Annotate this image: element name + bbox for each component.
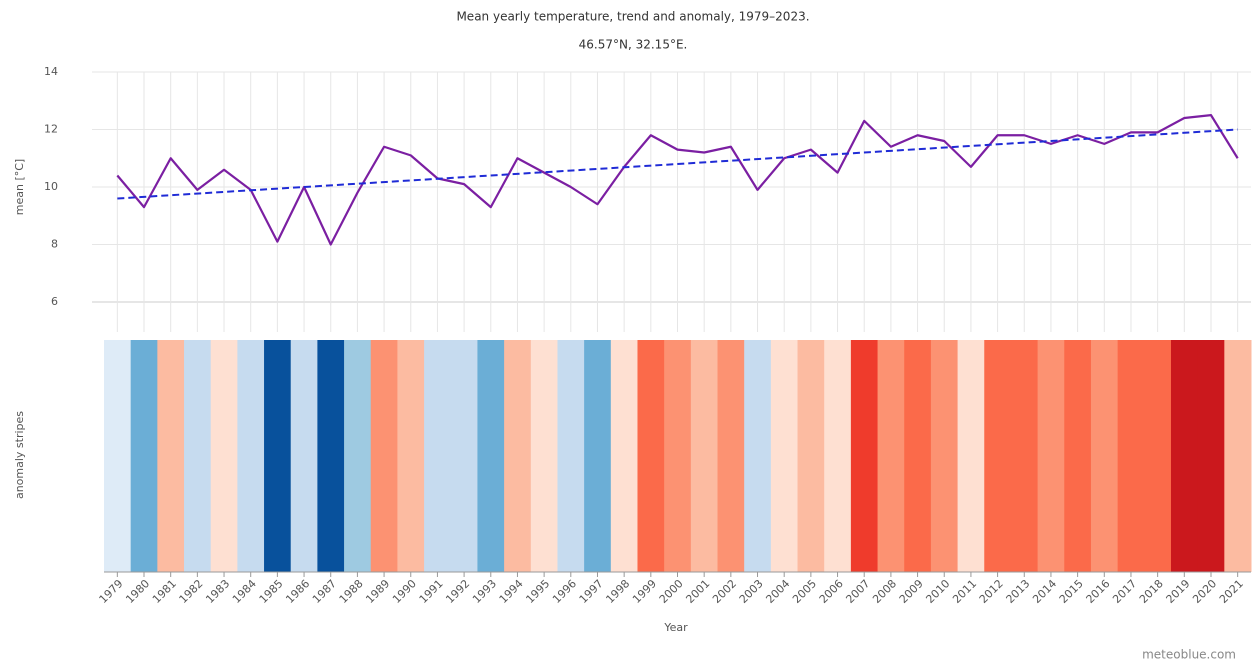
x-tick-label: 2001	[683, 577, 712, 606]
x-tick-label: 2009	[897, 577, 926, 606]
y-tick-label: 12	[44, 123, 58, 136]
x-tick-label: 2012	[977, 577, 1006, 606]
x-tick-label: 2020	[1190, 577, 1219, 606]
anomaly-stripe	[504, 340, 532, 572]
x-tick-label: 2010	[923, 577, 952, 606]
x-tick-label: 2000	[657, 577, 686, 606]
anomaly-stripe	[557, 340, 585, 572]
x-tick-label: 2015	[1057, 577, 1086, 606]
anomaly-stripe	[1170, 340, 1199, 572]
anomaly-stripe	[370, 340, 398, 572]
x-tick-label: 1988	[337, 577, 366, 606]
stripes-label: anomaly stripes	[13, 411, 26, 499]
x-tick-label: 2004	[763, 577, 792, 606]
anomaly-stripe	[717, 340, 745, 572]
y-axis-label: mean [°C]	[13, 159, 26, 215]
x-tick-label: 1994	[497, 577, 526, 606]
anomaly-stripe	[1037, 340, 1065, 572]
x-tick-label: 2002	[710, 577, 739, 606]
x-tick-label: 1982	[177, 577, 206, 606]
x-tick-label: 1984	[230, 577, 259, 606]
x-tick-label: 1986	[283, 577, 312, 606]
chart-title: Mean yearly temperature, trend and anoma…	[456, 10, 809, 24]
trend-line	[117, 128, 1238, 200]
x-tick-label: 1998	[603, 577, 632, 606]
anomaly-stripe	[824, 340, 852, 572]
x-tick-label: 1985	[257, 577, 286, 606]
anomaly-stripe	[797, 340, 825, 572]
x-axis-label: Year	[663, 621, 688, 634]
anomaly-stripe	[1090, 340, 1119, 572]
x-tick-label: 2011	[950, 577, 979, 606]
x-tick-label: 2016	[1084, 577, 1113, 606]
anomaly-stripe	[317, 340, 345, 572]
anomaly-stripe	[850, 340, 879, 572]
anomaly-stripe	[344, 340, 372, 572]
credit: meteoblue.com	[1142, 648, 1236, 662]
anomaly-stripe	[237, 340, 265, 572]
y-tick-label: 8	[51, 238, 58, 251]
anomaly-stripe	[1117, 340, 1145, 572]
anomaly-stripe	[957, 340, 985, 572]
x-tick-label: 2005	[790, 577, 819, 606]
x-tick-label: 2014	[1030, 577, 1059, 606]
anomaly-stripe	[397, 340, 425, 572]
x-tick-label: 1979	[97, 577, 126, 606]
y-tick-label: 14	[44, 65, 58, 78]
anomaly-stripe	[184, 340, 212, 572]
y-tick-label: 6	[51, 295, 58, 308]
anomaly-stripe	[1197, 340, 1225, 572]
x-tick-label: 2007	[843, 577, 872, 606]
anomaly-stripe	[264, 340, 292, 572]
x-tick-label: 2006	[817, 577, 846, 606]
anomaly-stripe	[744, 340, 772, 572]
anomaly-stripe	[530, 340, 558, 572]
x-tick-label: 1990	[390, 577, 419, 606]
x-tick-label: 2018	[1137, 577, 1166, 606]
anomaly-stripe	[637, 340, 665, 572]
x-tick-label: 1997	[577, 577, 606, 606]
x-tick-label: 1999	[630, 577, 659, 606]
anomaly-stripe	[984, 340, 1012, 572]
anomaly-stripe	[1224, 340, 1252, 572]
anomaly-stripe	[290, 340, 318, 572]
anomaly-stripe	[584, 340, 612, 572]
x-tick-label: 1996	[550, 577, 579, 606]
anomaly-stripe	[210, 340, 238, 572]
anomaly-stripe	[104, 340, 132, 572]
anomaly-stripe	[877, 340, 905, 572]
anomaly-stripe	[904, 340, 932, 572]
x-tick-label: 2003	[737, 577, 766, 606]
x-tick-label: 2021	[1217, 577, 1246, 606]
x-tick-label: 1980	[123, 577, 152, 606]
anomaly-stripe	[610, 340, 638, 572]
x-tick-label: 1981	[150, 577, 179, 606]
x-tick-label: 1987	[310, 577, 339, 606]
x-tick-label: 2008	[870, 577, 899, 606]
x-tick-label: 1991	[417, 577, 446, 606]
x-tick-label: 1983	[203, 577, 232, 606]
anomaly-stripe	[157, 340, 185, 572]
x-tick-label: 2019	[1164, 577, 1193, 606]
anomaly-stripe	[690, 340, 719, 572]
anomaly-stripe	[477, 340, 505, 572]
anomaly-stripe	[770, 340, 799, 572]
anomaly-stripe	[130, 340, 158, 572]
x-tick-label: 1995	[523, 577, 552, 606]
anomaly-stripe	[450, 340, 478, 572]
x-tick-label: 1989	[363, 577, 392, 606]
x-tick-label: 1992	[443, 577, 472, 606]
x-tick-label: 2013	[1004, 577, 1033, 606]
chart-subtitle: 46.57°N, 32.15°E.	[579, 38, 688, 52]
x-tick-label: 1993	[470, 577, 499, 606]
anomaly-stripe	[424, 340, 452, 572]
x-tick-label: 2017	[1110, 577, 1139, 606]
anomaly-stripe	[664, 340, 692, 572]
y-tick-label: 10	[44, 180, 58, 193]
anomaly-stripe	[930, 340, 959, 572]
anomaly-stripe	[1064, 340, 1092, 572]
anomaly-stripe	[1010, 340, 1039, 572]
anomaly-stripe	[1144, 340, 1172, 572]
